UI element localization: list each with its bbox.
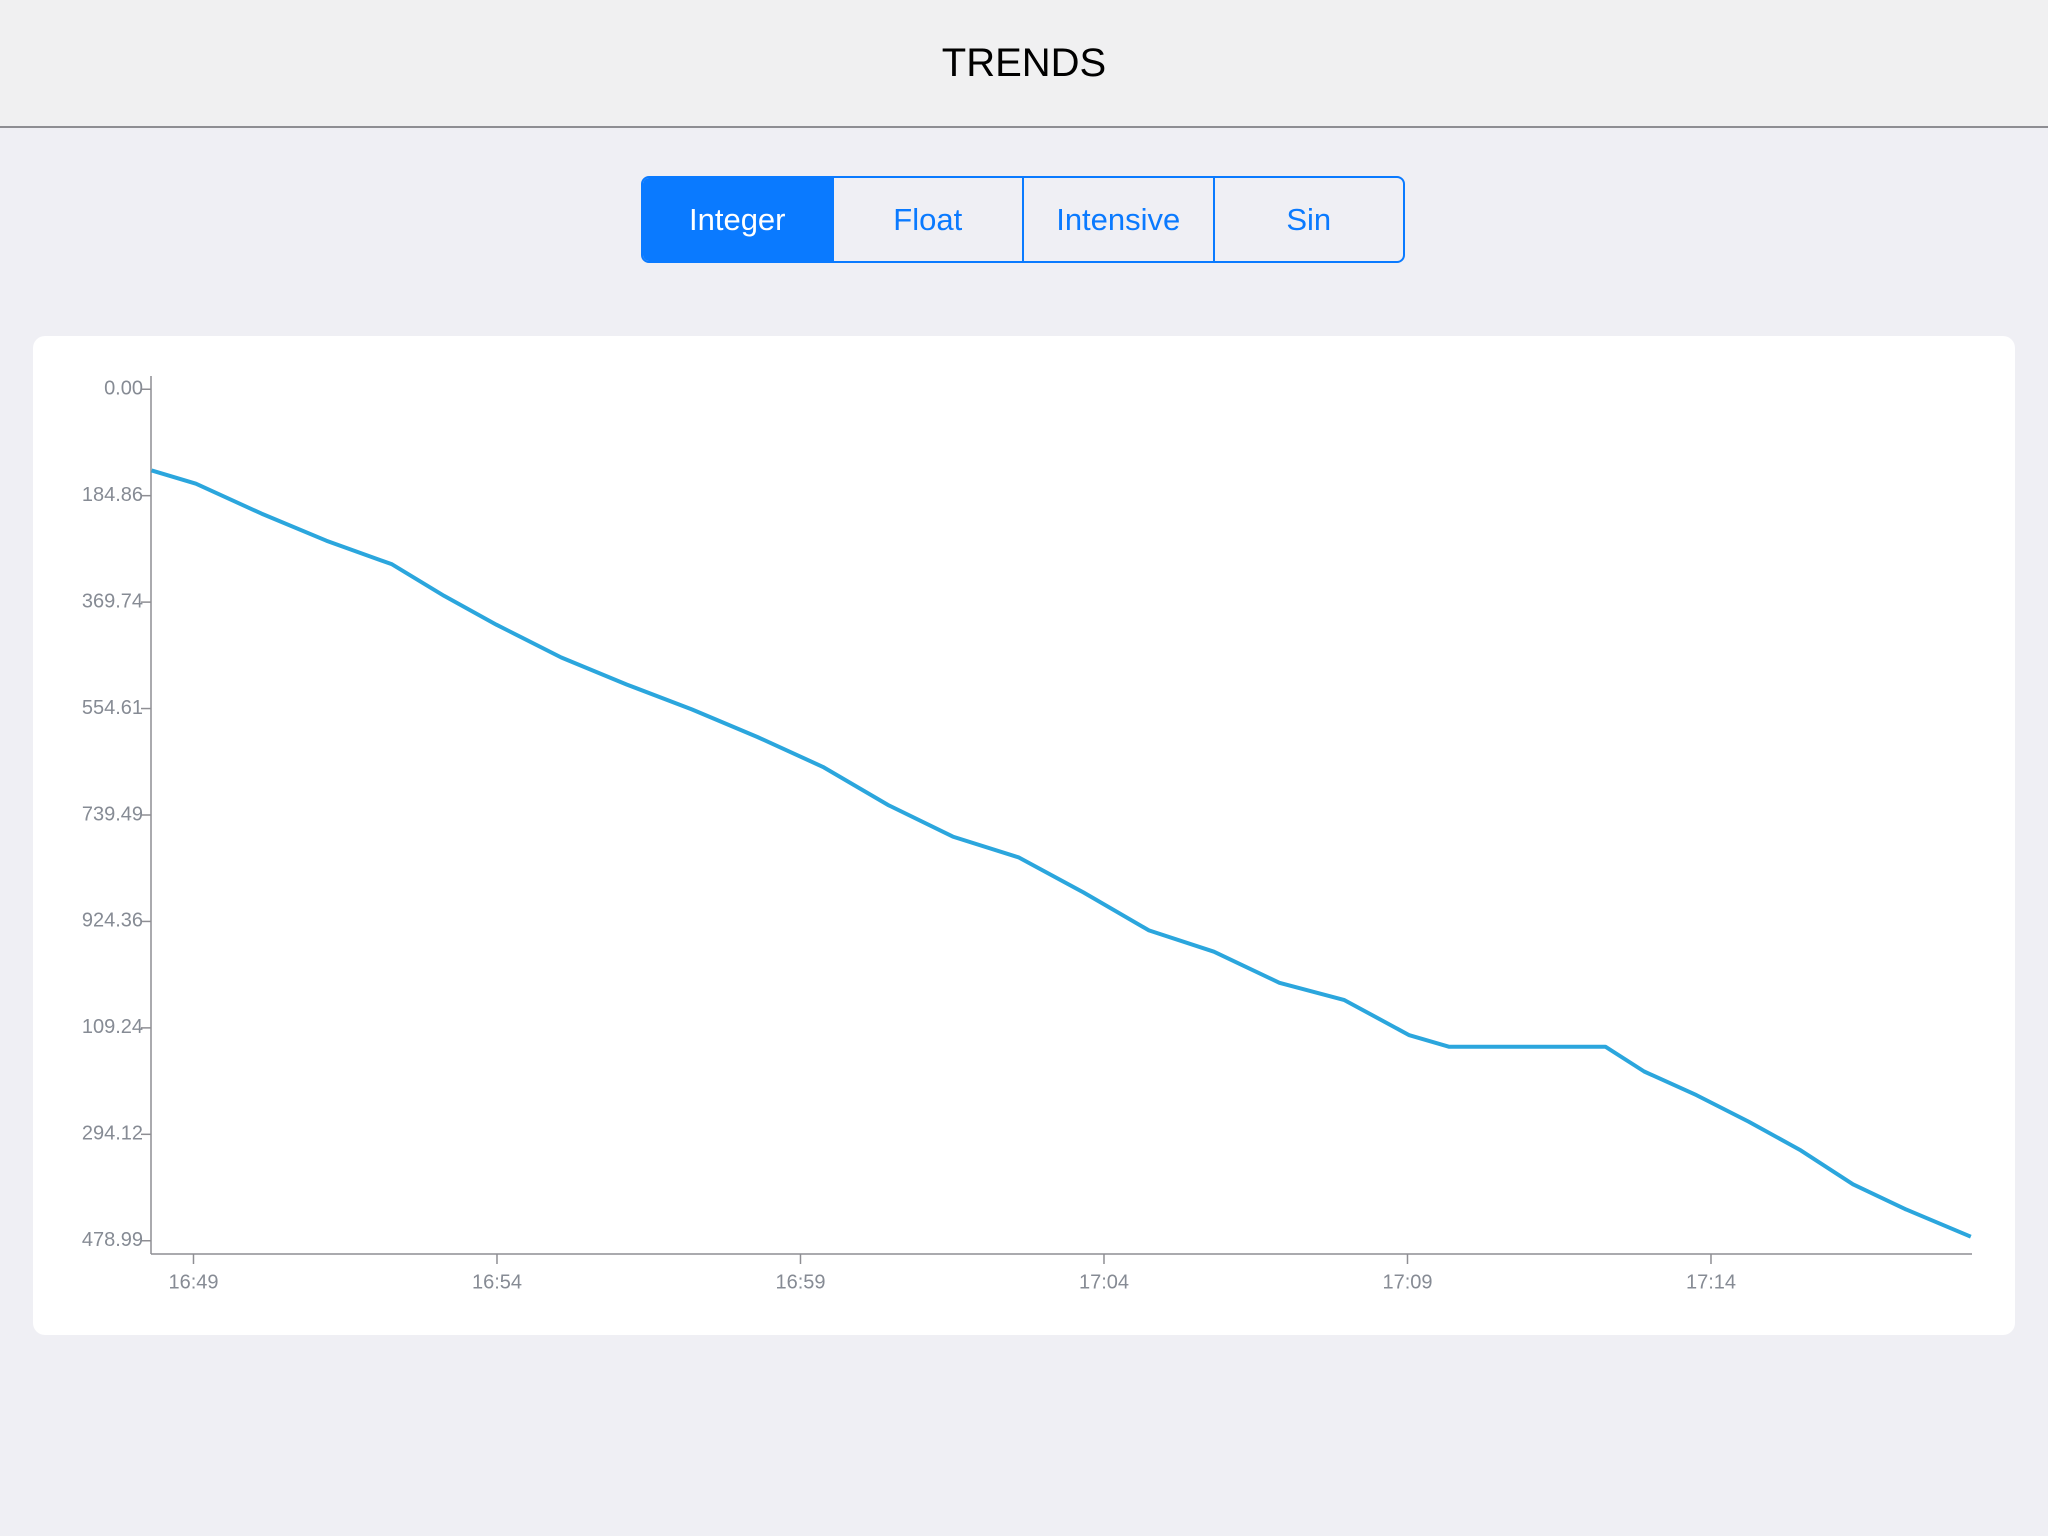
y-tick-label: 184.86 — [82, 484, 143, 506]
y-tick-label: 109.24 — [82, 1016, 143, 1038]
x-tick-label: 17:14 — [1686, 1271, 1736, 1293]
x-tick-label: 17:09 — [1382, 1271, 1432, 1293]
segment-button[interactable]: Intensive — [1022, 178, 1213, 261]
x-tick-label: 16:59 — [775, 1271, 825, 1293]
segment-button[interactable]: Float — [831, 178, 1023, 261]
x-tick-label: 17:04 — [1079, 1271, 1129, 1293]
y-tick-label: 0.00 — [104, 378, 143, 400]
y-tick-label: 924.36 — [82, 910, 143, 932]
title: TRENDS — [941, 40, 1107, 85]
y-tick-label: 554.61 — [82, 697, 143, 719]
header: TRENDS — [0, 0, 2048, 128]
chart-card — [33, 336, 2015, 1335]
y-tick-label: 478.99 — [82, 1229, 143, 1251]
y-tick-label: 739.49 — [82, 803, 143, 825]
y-tick-label: 294.12 — [82, 1123, 143, 1145]
data-line — [151, 468, 1972, 1239]
segment-button[interactable]: Integer — [643, 178, 832, 261]
segment-button[interactable]: Sin — [1212, 178, 1404, 261]
x-tick-label: 16:49 — [168, 1271, 218, 1293]
segmented-control: Integer Float Intensive Sin — [641, 176, 1405, 263]
y-tick-label: 369.74 — [82, 590, 143, 612]
x-tick-label: 16:54 — [472, 1271, 522, 1293]
